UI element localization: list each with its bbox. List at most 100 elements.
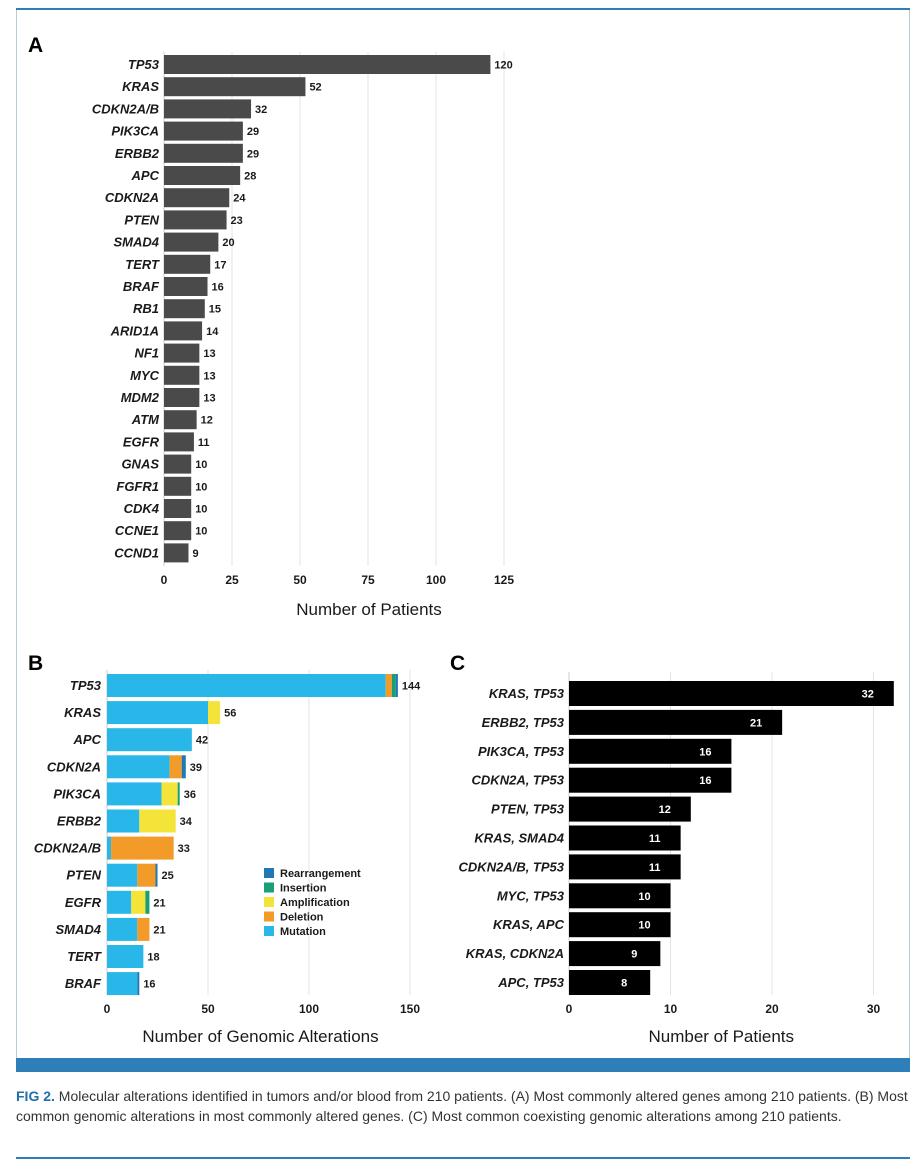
data-label: 11 bbox=[649, 862, 661, 874]
bar-segment-mutation bbox=[107, 836, 112, 860]
tick-label-b-0: 0 bbox=[104, 1002, 111, 1016]
bar-segment-mutation bbox=[107, 782, 162, 806]
data-label: 23 bbox=[231, 215, 243, 227]
data-label: 13 bbox=[203, 393, 215, 405]
category-label-a: FGFR1 bbox=[116, 479, 159, 494]
bar-segment-amplification bbox=[131, 890, 146, 914]
data-label: 16 bbox=[699, 746, 711, 758]
bar bbox=[164, 343, 200, 363]
data-label: 120 bbox=[494, 60, 512, 72]
bar bbox=[569, 941, 661, 967]
data-label: 9 bbox=[192, 548, 198, 560]
data-label: 9 bbox=[631, 949, 637, 961]
legend-label-amplification: Amplification bbox=[280, 897, 350, 909]
tick-label-b-50: 50 bbox=[201, 1002, 215, 1016]
bar-segment-insertion bbox=[391, 674, 396, 697]
data-label: 21 bbox=[153, 924, 165, 936]
category-label-b: PTEN bbox=[66, 868, 101, 883]
bar bbox=[164, 543, 189, 563]
category-label-a: TERT bbox=[125, 257, 160, 272]
legend-label-mutation: Mutation bbox=[280, 926, 326, 938]
bar-segment-mutation bbox=[107, 755, 170, 779]
bar bbox=[164, 99, 252, 119]
bar-segment-deletion bbox=[385, 674, 392, 697]
category-label-c: MYC, TP53 bbox=[497, 888, 565, 903]
category-label-a: KRAS bbox=[122, 79, 159, 94]
category-label-a: ERBB2 bbox=[115, 146, 160, 161]
bar bbox=[164, 121, 243, 141]
data-label: 29 bbox=[247, 126, 259, 138]
bar-segment-mutation bbox=[107, 917, 138, 941]
bar bbox=[164, 521, 192, 541]
data-label: 15 bbox=[209, 304, 221, 316]
bar bbox=[164, 299, 205, 319]
category-label-a: BRAF bbox=[123, 279, 160, 294]
legend-swatch-mutation bbox=[264, 926, 274, 936]
tick-label-b-150: 150 bbox=[400, 1002, 420, 1016]
bar bbox=[164, 166, 241, 185]
bottom-rule bbox=[16, 1157, 910, 1159]
bar-segment-rearrangement bbox=[395, 674, 398, 697]
category-label-c: PIK3CA, TP53 bbox=[478, 744, 565, 759]
bar-segment-mutation bbox=[107, 945, 144, 968]
data-label: 10 bbox=[195, 526, 207, 538]
tick-label-c-20: 20 bbox=[765, 1002, 779, 1016]
bar-segment-mutation bbox=[107, 809, 140, 833]
data-label: 25 bbox=[162, 870, 174, 882]
category-label-a: ATM bbox=[131, 412, 160, 427]
panel-label-b: B bbox=[28, 652, 43, 675]
category-label-a: SMAD4 bbox=[113, 235, 159, 250]
category-label-a: PIK3CA bbox=[111, 124, 159, 139]
category-label-a: CDK4 bbox=[124, 501, 160, 516]
category-label-a: CCND1 bbox=[114, 545, 159, 560]
bar bbox=[569, 970, 651, 995]
category-label-c: KRAS, APC bbox=[493, 917, 565, 932]
bar bbox=[569, 767, 732, 793]
data-label: 32 bbox=[862, 689, 874, 701]
category-label-c: KRAS, TP53 bbox=[489, 686, 565, 701]
category-label-c: ERBB2, TP53 bbox=[482, 715, 565, 730]
category-label-b: CDKN2A bbox=[47, 759, 101, 774]
category-label-b: SMAD4 bbox=[55, 922, 101, 937]
bar-segment-rearrangement bbox=[181, 755, 186, 779]
data-label: 8 bbox=[621, 978, 627, 990]
data-label: 10 bbox=[638, 891, 650, 903]
bar bbox=[164, 77, 306, 97]
caption-text: Molecular alterations identified in tumo… bbox=[16, 1088, 908, 1124]
bar-segment-amplification bbox=[208, 701, 221, 725]
bar bbox=[569, 854, 681, 880]
category-label-a: EGFR bbox=[123, 434, 160, 449]
tick-label-a-125: 125 bbox=[494, 573, 514, 587]
axis-title-a: Number of Patients bbox=[296, 600, 442, 619]
category-label-a: CDKN2A bbox=[105, 190, 159, 205]
tick-label-a-100: 100 bbox=[426, 573, 446, 587]
data-label: 17 bbox=[214, 259, 226, 271]
bar-segment-deletion bbox=[111, 836, 174, 860]
category-label-b: PIK3CA bbox=[53, 786, 101, 801]
bar bbox=[164, 143, 243, 163]
bar bbox=[164, 454, 192, 474]
category-label-b: BRAF bbox=[65, 976, 102, 991]
data-label: 12 bbox=[659, 804, 671, 816]
category-label-c: KRAS, CDKN2A bbox=[466, 946, 564, 961]
bar bbox=[569, 738, 732, 764]
bar bbox=[164, 432, 194, 452]
data-label: 28 bbox=[244, 171, 256, 183]
bar bbox=[164, 55, 491, 74]
bar-segment-mutation bbox=[107, 972, 138, 996]
axis-title-c: Number of Patients bbox=[648, 1027, 794, 1046]
tick-label-c-10: 10 bbox=[664, 1002, 678, 1016]
category-label-a: PTEN bbox=[124, 212, 159, 227]
category-label-a: APC bbox=[131, 168, 160, 183]
bar bbox=[164, 476, 192, 496]
panel-label-c: C bbox=[450, 652, 465, 675]
category-label-c: CDKN2A, TP53 bbox=[472, 773, 565, 788]
data-label: 39 bbox=[190, 762, 202, 774]
figure-frame bbox=[16, 8, 910, 1064]
tick-label-c-30: 30 bbox=[867, 1002, 881, 1016]
bar bbox=[164, 321, 203, 341]
category-label-c: APC, TP53 bbox=[497, 975, 565, 990]
data-label: 13 bbox=[203, 370, 215, 382]
bar-segment-deletion bbox=[169, 755, 182, 779]
